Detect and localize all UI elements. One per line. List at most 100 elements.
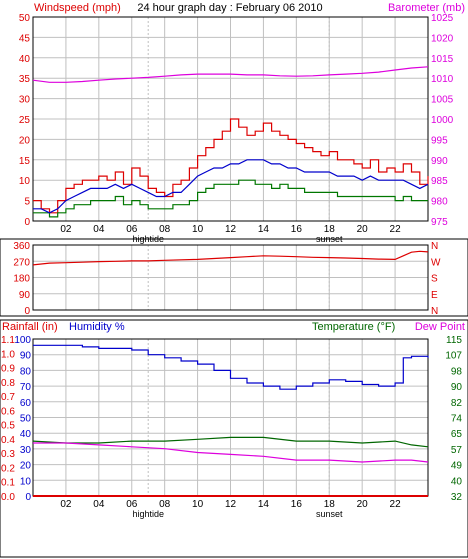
wind-x-tick-8: 18 <box>324 224 336 235</box>
climate-x-marker-0: hightide <box>132 509 164 519</box>
humidity-tick-0: 0 <box>25 492 31 503</box>
climate-x-tick-3: 08 <box>159 499 171 510</box>
direction-yticks_right-1: E <box>431 290 438 301</box>
wind-x-tick-7: 16 <box>291 224 303 235</box>
wind-yticks_right-4: 995 <box>431 135 448 146</box>
direction-yticks_left-4: 360 <box>13 241 30 252</box>
wind-yticks_left-6: 30 <box>19 95 31 106</box>
windspeed-axis-label: Windspeed (mph) <box>34 2 121 14</box>
wind-yticks_left-7: 35 <box>19 74 31 85</box>
chart-title: 24 hour graph day : February 06 2010 <box>137 2 322 14</box>
wind-yticks_left-8: 40 <box>19 54 31 65</box>
wind-yticks_left-1: 5 <box>24 197 30 208</box>
dewpoint-line <box>33 442 429 463</box>
rain-tick-10: 1.0 <box>1 349 15 360</box>
rain-tick-7: 0.7 <box>1 392 15 403</box>
wind-yticks_right-1: 980 <box>431 197 448 208</box>
rain-tick-9: 0.9 <box>1 364 15 375</box>
wind-yticks_left-5: 25 <box>19 115 31 126</box>
humidity-tick-7: 70 <box>20 382 32 393</box>
temperature-tick-8: 98 <box>451 366 463 377</box>
humidity-tick-2: 20 <box>20 461 32 472</box>
direction-yticks_left-3: 270 <box>13 257 30 268</box>
temperature-tick-2: 49 <box>451 461 463 472</box>
rain-tick-4: 0.4 <box>1 435 15 446</box>
rain-tick-3: 0.3 <box>1 449 15 460</box>
rain-tick-0: 0.0 <box>1 492 15 503</box>
wind-yticks_right-8: 1015 <box>431 54 454 65</box>
wind-x-tick-3: 08 <box>159 224 171 235</box>
rain-tick-2: 0.2 <box>1 463 15 474</box>
climate-x-tick-0: 02 <box>60 499 72 510</box>
humidity-tick-4: 40 <box>20 429 32 440</box>
barometer-line <box>32 66 429 83</box>
temperature-line <box>32 436 429 448</box>
wind-yticks_left-2: 10 <box>19 176 31 187</box>
temperature-tick-7: 90 <box>451 382 463 393</box>
humidity-tick-8: 80 <box>20 366 32 377</box>
climate-outer-frame <box>0 319 468 558</box>
wind-yticks_right-9: 1020 <box>431 33 454 44</box>
wind-yticks_right-2: 985 <box>431 176 448 187</box>
wind-x-tick-9: 20 <box>357 224 369 235</box>
climate-x-tick-10: 22 <box>390 499 402 510</box>
climate-x-tick-4: 10 <box>192 499 204 510</box>
wind-x-tick-6: 14 <box>258 224 270 235</box>
temperature-tick-0: 32 <box>451 492 463 503</box>
wind-yticks_right-3: 990 <box>431 156 448 167</box>
climate-x-tick-5: 12 <box>225 499 237 510</box>
climate-x-tick-8: 18 <box>324 499 336 510</box>
wind-x-tick-5: 12 <box>225 224 237 235</box>
wind-x-tick-1: 04 <box>93 224 105 235</box>
wind-yticks_right-0: 975 <box>431 217 448 228</box>
direction-yticks_left-1: 90 <box>19 290 31 301</box>
dewpoint-axis-label: Dew Point <box>415 321 465 333</box>
rainfall-axis-label: Rainfall (in) <box>2 321 58 333</box>
direction-yticks_left-0: 0 <box>24 306 30 317</box>
direction-yticks_right-0: N <box>431 306 438 317</box>
direction-frame <box>32 244 429 311</box>
wind-yticks_left-3: 15 <box>19 156 31 167</box>
wind-x-tick-0: 02 <box>60 224 72 235</box>
barometer-axis-label: Barometer (mb) <box>388 2 465 14</box>
rain-tick-8: 0.8 <box>1 378 15 389</box>
humidity-tick-1: 10 <box>20 476 32 487</box>
humidity-tick-3: 30 <box>20 445 32 456</box>
direction-yticks_right-3: W <box>431 257 441 268</box>
wind-yticks_right-5: 1000 <box>431 115 454 126</box>
wind-gust-line <box>33 159 429 214</box>
temperature-tick-4: 65 <box>451 429 463 440</box>
wind-average-line <box>33 179 428 218</box>
wind-x-tick-4: 10 <box>192 224 204 235</box>
wind-yticks_right-7: 1010 <box>431 74 454 85</box>
wind-yticks_left-0: 0 <box>24 217 30 228</box>
climate-x-tick-6: 14 <box>258 499 270 510</box>
direction-yticks_right-2: S <box>431 274 438 285</box>
wind-yticks_left-9: 45 <box>19 33 31 44</box>
rain-tick-11: 1.1 <box>1 335 15 346</box>
climate-x-marker-1: sunset <box>316 509 343 519</box>
direction-outer-frame <box>0 238 468 317</box>
wind-x-tick-2: 06 <box>126 224 138 235</box>
direction-yticks_right-4: N <box>431 241 438 252</box>
humidity-tick-5: 50 <box>20 414 32 425</box>
humidity-tick-6: 60 <box>20 398 32 409</box>
wind-panel: 24 hour graph day : February 06 2010 Wind… <box>19 2 465 244</box>
humidity-tick-9: 90 <box>20 351 32 362</box>
rain-tick-6: 0.6 <box>1 406 15 417</box>
humidity-line <box>33 344 429 390</box>
wind-frame <box>32 16 429 222</box>
temperature-tick-1: 40 <box>451 476 463 487</box>
climate-x-tick-1: 04 <box>93 499 105 510</box>
humidity-axis-label: Humidity % <box>69 321 125 333</box>
wind-yticks_left-10: 50 <box>19 13 31 24</box>
climate-x-tick-9: 20 <box>357 499 369 510</box>
climate-panel: Rainfall (in) Humidity % Temperature (°F) D… <box>0 319 468 558</box>
wind-yticks_right-10: 1025 <box>431 13 454 24</box>
climate-x-tick-7: 16 <box>291 499 303 510</box>
wind-yticks_right-6: 1005 <box>431 95 454 106</box>
climate-x-tick-2: 06 <box>126 499 138 510</box>
